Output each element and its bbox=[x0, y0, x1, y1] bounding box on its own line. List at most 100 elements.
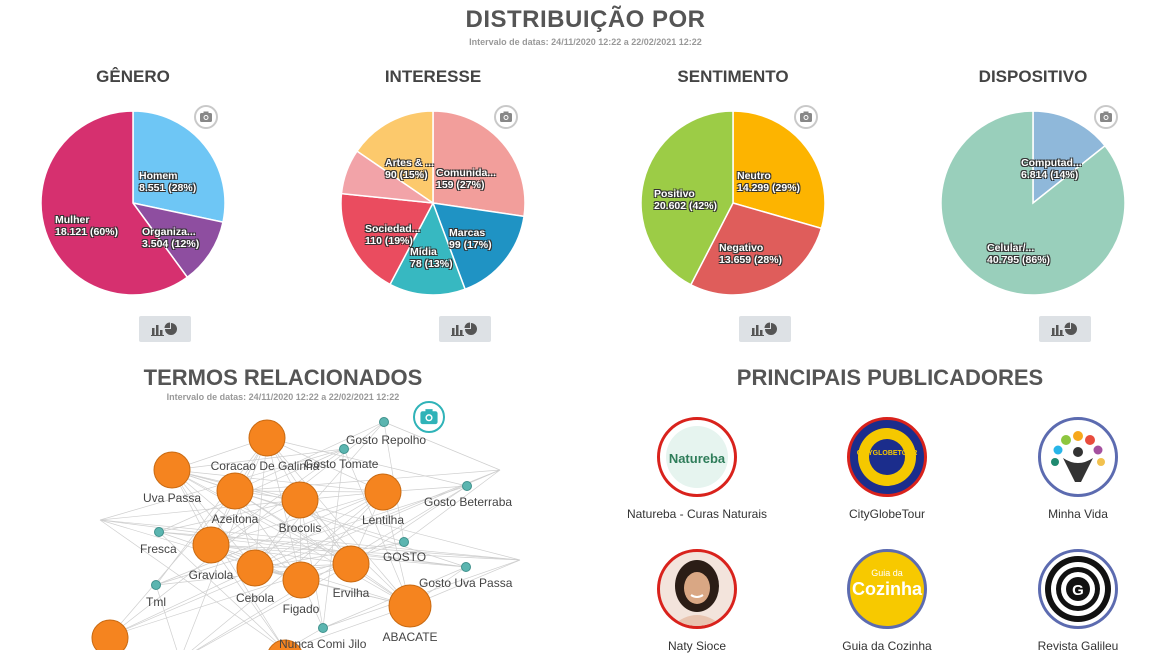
network-node-label: Tml bbox=[146, 595, 166, 609]
camera-icon bbox=[800, 111, 812, 122]
network-edge bbox=[254, 469, 501, 569]
pie-slice[interactable] bbox=[355, 110, 434, 205]
publisher-card[interactable]: Guia da Cozinha Guia da Cozinha bbox=[797, 549, 977, 653]
network-edge bbox=[158, 499, 301, 533]
cityglobe-logo: CITYGLOBETOUR bbox=[856, 450, 918, 457]
slice-label: Computad... 6.814 (14%) bbox=[1021, 157, 1082, 181]
publisher-card[interactable]: G Revista Galileu bbox=[988, 549, 1168, 653]
network-node[interactable] bbox=[318, 623, 328, 633]
camera-icon bbox=[500, 111, 512, 122]
publisher-avatar[interactable]: Guia da Cozinha bbox=[847, 549, 927, 629]
export-image-button[interactable] bbox=[1094, 105, 1118, 129]
chart-type-toggle[interactable] bbox=[439, 316, 491, 342]
network-edge bbox=[254, 421, 385, 569]
pie-slice[interactable] bbox=[340, 192, 435, 286]
slice-label: Mídia 78 (13%) bbox=[410, 246, 453, 270]
chart-type-toggle[interactable] bbox=[739, 316, 791, 342]
network-edge bbox=[299, 499, 324, 629]
network-node[interactable] bbox=[216, 472, 254, 510]
pie-slice[interactable] bbox=[640, 110, 734, 286]
network-node[interactable] bbox=[364, 473, 402, 511]
section-title-termos: TERMOS RELACIONADOS bbox=[143, 365, 423, 390]
network-node[interactable] bbox=[151, 580, 161, 590]
network-edge bbox=[109, 490, 236, 637]
publisher-avatar[interactable] bbox=[1038, 417, 1118, 497]
publisher-card[interactable]: Natureba Natureba - Curas Naturais bbox=[607, 417, 787, 521]
natureba-logo: Natureba bbox=[668, 451, 726, 466]
pie-slice[interactable] bbox=[432, 110, 526, 218]
network-edge bbox=[284, 605, 411, 650]
minha-vida-logo bbox=[1051, 431, 1105, 482]
network-node-label: Cebola bbox=[236, 591, 274, 605]
network-node[interactable] bbox=[462, 481, 472, 491]
network-node[interactable] bbox=[236, 549, 274, 587]
network-edge bbox=[266, 437, 468, 487]
network-edge bbox=[155, 584, 178, 650]
network-node-label: GOSTO bbox=[383, 550, 426, 564]
export-image-button[interactable] bbox=[494, 105, 518, 129]
pie-slice[interactable] bbox=[389, 201, 467, 296]
publisher-card[interactable]: CITYGLOBETOUR CityGlobeTour bbox=[797, 417, 977, 521]
pie-slice[interactable] bbox=[40, 110, 189, 296]
network-edge bbox=[383, 421, 501, 471]
network-node[interactable] bbox=[281, 481, 319, 519]
chart-title-sentimento: SENTIMENTO bbox=[677, 67, 789, 86]
network-node-label: Fresca bbox=[140, 542, 177, 556]
network-node[interactable] bbox=[267, 639, 303, 650]
publisher-name: Natureba - Curas Naturais bbox=[626, 507, 768, 521]
publisher-avatar[interactable]: G bbox=[1038, 549, 1118, 629]
pie-chart-genero[interactable] bbox=[40, 110, 226, 296]
publisher-avatar[interactable]: CITYGLOBETOUR bbox=[847, 417, 927, 497]
pie-slice[interactable] bbox=[1032, 110, 1107, 205]
network-node[interactable] bbox=[332, 545, 370, 583]
pie-chart-sentimento[interactable] bbox=[640, 110, 826, 296]
network-node[interactable] bbox=[461, 562, 471, 572]
network-edge bbox=[210, 544, 286, 650]
export-image-button[interactable] bbox=[413, 401, 445, 433]
network-edge bbox=[266, 437, 384, 493]
pie-slice[interactable] bbox=[732, 110, 826, 230]
network-edge bbox=[171, 448, 345, 471]
slice-label: Artes & ... 90 (15%) bbox=[385, 157, 435, 181]
publisher-avatar[interactable]: Natureba bbox=[657, 417, 737, 497]
network-node[interactable] bbox=[282, 561, 320, 599]
slice-label: Homem 8.551 (28%) bbox=[139, 170, 197, 194]
network-node[interactable] bbox=[399, 537, 409, 547]
network-node-label: Lentilha bbox=[362, 513, 404, 527]
galileu-logo: G bbox=[1045, 556, 1111, 622]
camera-icon bbox=[200, 111, 212, 122]
chart-type-toggle[interactable] bbox=[1039, 316, 1091, 342]
network-node-label: Gosto Beterraba bbox=[424, 495, 512, 509]
network-node[interactable] bbox=[248, 419, 286, 457]
network-node-label: Ervilha bbox=[333, 586, 370, 600]
pie-slice[interactable] bbox=[940, 110, 1126, 296]
export-image-button[interactable] bbox=[194, 105, 218, 129]
pie-slice[interactable] bbox=[431, 202, 525, 291]
pie-slice[interactable] bbox=[132, 110, 226, 224]
publisher-avatar[interactable] bbox=[657, 549, 737, 629]
chart-title-genero: GÊNERO bbox=[96, 67, 170, 86]
publisher-card[interactable]: Minha Vida bbox=[988, 417, 1168, 521]
network-node[interactable] bbox=[339, 444, 349, 454]
network-edge bbox=[350, 485, 468, 565]
pie-slice[interactable] bbox=[131, 201, 224, 279]
network-node[interactable] bbox=[379, 417, 389, 427]
network-node[interactable] bbox=[91, 619, 129, 650]
network-node[interactable] bbox=[153, 451, 191, 489]
network-node-label: Azeitona bbox=[212, 512, 259, 526]
network-edge bbox=[109, 421, 385, 637]
network-node[interactable] bbox=[154, 527, 164, 537]
related-terms-network[interactable]: Coracao De Galinha Uva Passa Azeitona Broco… bbox=[80, 410, 540, 650]
network-node[interactable] bbox=[388, 584, 432, 628]
network-edge bbox=[191, 491, 384, 650]
pie-slice[interactable] bbox=[689, 202, 823, 296]
network-edge bbox=[171, 469, 286, 650]
publisher-card[interactable]: Naty Sioce bbox=[607, 549, 787, 653]
network-node[interactable] bbox=[192, 526, 230, 564]
pie-chart-dispositivo[interactable] bbox=[940, 110, 1126, 296]
pie-chart-interesse[interactable] bbox=[340, 110, 526, 296]
network-edge bbox=[171, 469, 256, 569]
person-photo-icon bbox=[672, 560, 722, 626]
export-image-button[interactable] bbox=[794, 105, 818, 129]
chart-type-toggle[interactable] bbox=[139, 316, 191, 342]
